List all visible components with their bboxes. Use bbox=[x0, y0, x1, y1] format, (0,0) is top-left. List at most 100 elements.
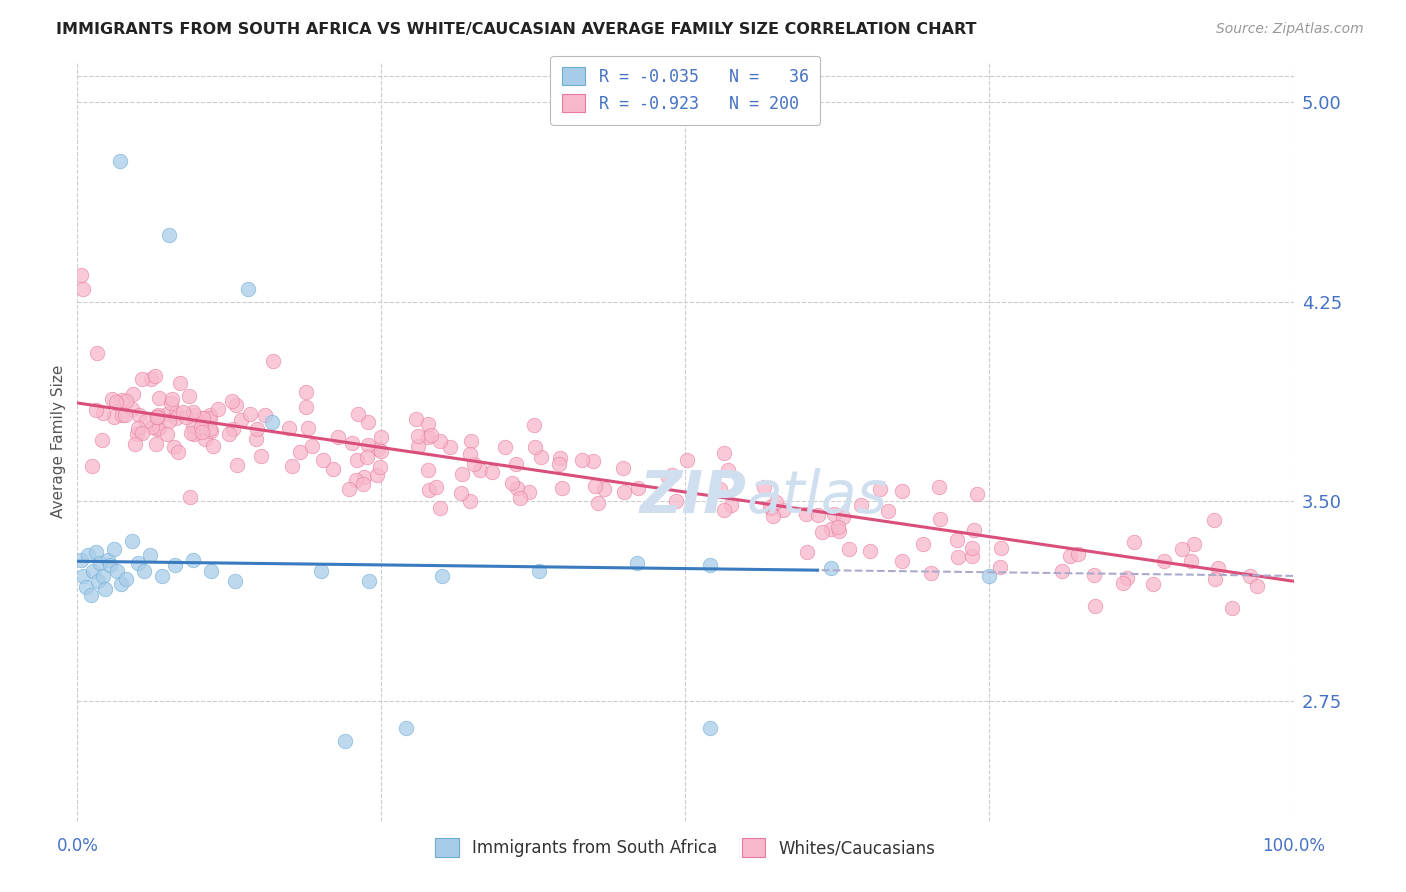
Point bbox=[179, 490, 201, 504]
Point bbox=[1116, 571, 1139, 585]
Point bbox=[506, 481, 529, 495]
Point bbox=[929, 512, 952, 526]
Point bbox=[148, 421, 170, 435]
Legend: Immigrants from South Africa, Whites/Caucasians: Immigrants from South Africa, Whites/Cau… bbox=[427, 830, 943, 865]
Point bbox=[146, 409, 169, 424]
Point bbox=[148, 392, 170, 406]
Point bbox=[262, 353, 284, 368]
Point bbox=[418, 429, 440, 443]
Point bbox=[72, 282, 94, 296]
Point bbox=[353, 469, 375, 483]
Point bbox=[1123, 534, 1146, 549]
Point bbox=[121, 534, 143, 549]
Point bbox=[891, 554, 914, 568]
Point bbox=[110, 392, 132, 407]
Point bbox=[439, 440, 461, 454]
Point bbox=[125, 426, 148, 441]
Point bbox=[131, 372, 153, 386]
Point bbox=[97, 553, 120, 567]
Point bbox=[139, 372, 162, 386]
Point bbox=[281, 458, 304, 473]
Point bbox=[613, 485, 636, 500]
Point bbox=[141, 420, 163, 434]
Point bbox=[366, 468, 388, 483]
Point bbox=[796, 508, 818, 522]
Point bbox=[94, 582, 117, 597]
Point bbox=[245, 432, 267, 446]
Point bbox=[225, 398, 247, 412]
Point bbox=[1180, 554, 1202, 568]
Point bbox=[761, 500, 783, 515]
Point bbox=[960, 541, 983, 555]
Point bbox=[463, 457, 485, 471]
Point bbox=[1246, 578, 1268, 592]
Point bbox=[838, 542, 860, 557]
Point bbox=[111, 408, 134, 422]
Point bbox=[152, 569, 174, 583]
Point bbox=[408, 439, 430, 453]
Point bbox=[699, 558, 721, 573]
Point bbox=[198, 422, 221, 436]
Point bbox=[70, 268, 93, 283]
Point bbox=[190, 420, 212, 434]
Point bbox=[529, 564, 551, 578]
Point bbox=[174, 410, 197, 425]
Point bbox=[920, 566, 942, 581]
Point bbox=[198, 408, 221, 422]
Point bbox=[72, 569, 94, 583]
Point bbox=[115, 572, 138, 586]
Point bbox=[370, 444, 392, 458]
Point bbox=[960, 549, 983, 564]
Point bbox=[827, 519, 849, 533]
Point bbox=[430, 569, 453, 583]
Text: 0.0%: 0.0% bbox=[56, 837, 98, 855]
Point bbox=[87, 574, 110, 589]
Point bbox=[891, 483, 914, 498]
Point bbox=[911, 537, 934, 551]
Point bbox=[460, 434, 482, 448]
Point bbox=[418, 483, 440, 497]
Point bbox=[1220, 600, 1243, 615]
Point bbox=[481, 465, 503, 479]
Point bbox=[221, 393, 243, 408]
Point bbox=[524, 440, 547, 454]
Point bbox=[612, 461, 634, 475]
Point bbox=[1153, 554, 1175, 568]
Point bbox=[765, 495, 787, 509]
Point bbox=[1171, 541, 1194, 556]
Point bbox=[357, 415, 380, 429]
Point bbox=[1052, 564, 1074, 578]
Point bbox=[163, 440, 186, 454]
Point bbox=[165, 406, 187, 420]
Point bbox=[494, 441, 516, 455]
Point bbox=[326, 430, 349, 444]
Point bbox=[143, 368, 166, 383]
Point bbox=[876, 504, 898, 518]
Point bbox=[159, 396, 181, 410]
Point bbox=[139, 548, 162, 562]
Point bbox=[501, 475, 523, 490]
Point bbox=[157, 414, 180, 428]
Point bbox=[260, 415, 283, 429]
Point bbox=[357, 438, 380, 452]
Point bbox=[103, 409, 125, 424]
Point bbox=[165, 411, 187, 425]
Point bbox=[121, 402, 143, 417]
Point bbox=[665, 494, 688, 508]
Point bbox=[425, 480, 447, 494]
Point bbox=[420, 428, 443, 442]
Point bbox=[352, 477, 374, 491]
Point bbox=[107, 564, 129, 578]
Point bbox=[1067, 547, 1090, 561]
Point bbox=[191, 411, 214, 425]
Point bbox=[586, 496, 609, 510]
Point bbox=[295, 384, 318, 399]
Point bbox=[429, 500, 451, 515]
Point bbox=[80, 587, 103, 601]
Point bbox=[1204, 572, 1226, 586]
Point bbox=[1059, 549, 1081, 563]
Point bbox=[75, 580, 97, 594]
Point bbox=[869, 482, 891, 496]
Point bbox=[114, 408, 136, 422]
Point bbox=[709, 482, 731, 496]
